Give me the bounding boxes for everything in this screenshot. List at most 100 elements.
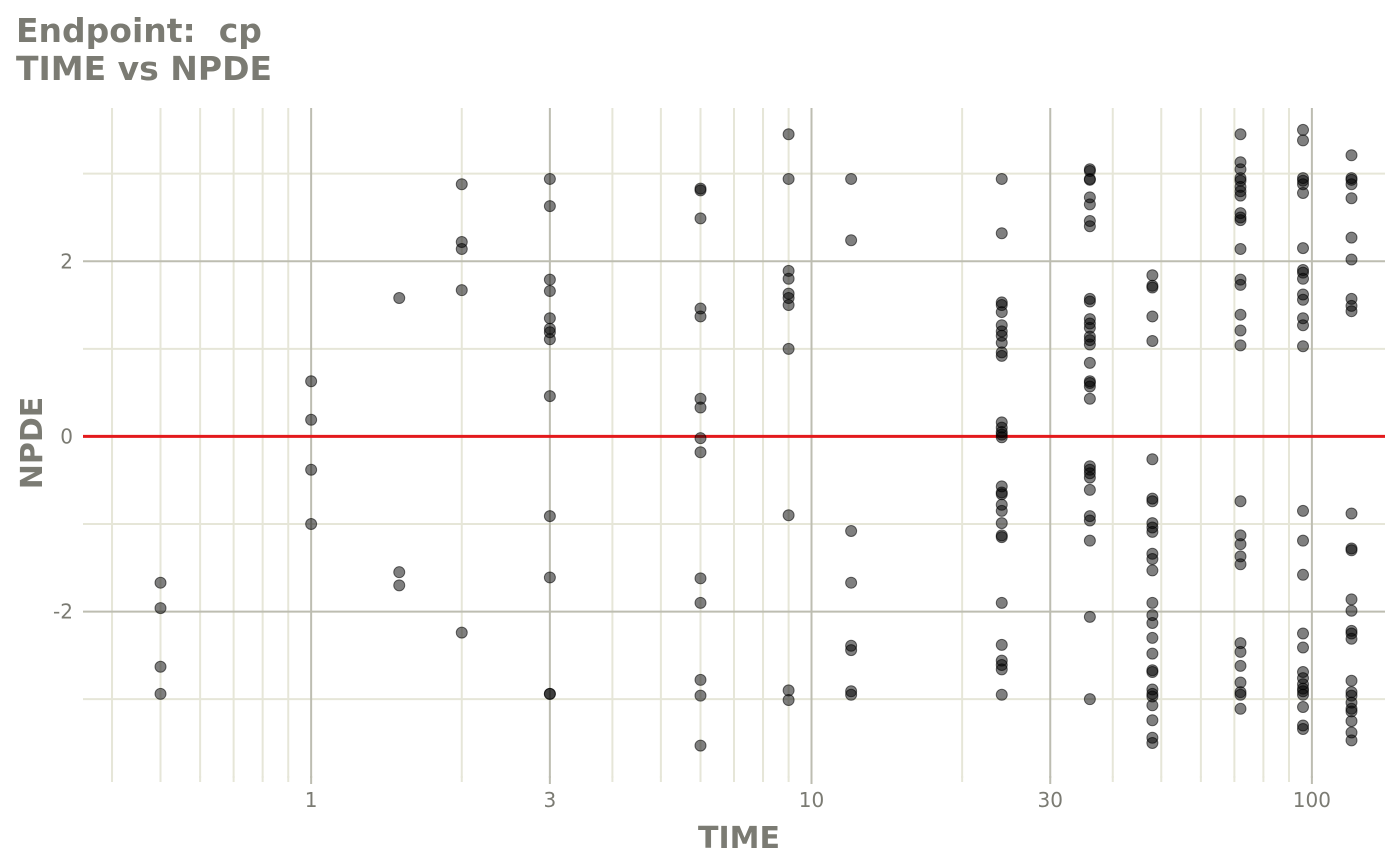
data-point [1146,310,1159,323]
data-point [1234,558,1247,571]
data-point [995,504,1008,517]
data-point [1083,338,1096,351]
data-point [1146,334,1159,347]
data-point [1297,340,1310,353]
data-point [1345,149,1358,162]
data-point [1297,272,1310,285]
data-point [1083,693,1096,706]
data-point [995,531,1008,544]
data-point [1297,688,1310,701]
data-point [455,284,468,297]
minor-gridlines [83,108,1385,778]
data-point [1345,192,1358,205]
data-point [1146,714,1159,727]
data-point [694,596,707,609]
data-point [1297,568,1310,581]
data-point [782,272,795,285]
data-point [1083,173,1096,186]
chart-title-endpoint: Endpoint: cp [16,11,262,50]
data-point [1297,701,1310,714]
data-point [845,525,858,538]
data-point [1297,641,1310,654]
data-point [782,299,795,312]
chart-title-block: Endpoint: cp TIME vs NPDE [16,12,272,88]
x-tick-label: 3 [544,788,557,812]
data-point [1083,610,1096,623]
y-axis-title: NPDE [15,397,50,490]
data-point [1345,253,1358,266]
data-point [154,602,167,615]
data-point [1234,214,1247,227]
x-tick-label: 10 [799,788,824,812]
data-point [393,579,406,592]
data-point [1083,295,1096,308]
data-point [1146,453,1159,466]
data-point [1146,564,1159,577]
data-point [1083,356,1096,369]
data-point [543,200,556,213]
data-point [1297,186,1310,199]
data-point [1146,525,1159,538]
data-point [1146,647,1159,660]
data-point [1146,553,1159,566]
data-point [543,273,556,286]
data-point [455,626,468,639]
data-point [782,509,795,522]
tick-labels: 1 3 10 30 100 -2 0 2 [53,249,1331,812]
data-point [845,688,858,701]
data-point [1345,715,1358,728]
data-point [1083,392,1096,405]
data-point [1345,178,1358,191]
data-point [1234,339,1247,352]
data-point [1234,308,1247,321]
data-point [543,333,556,346]
data-point [1083,534,1096,547]
data-point [1297,319,1310,332]
data-point [1234,538,1247,551]
data-point [1297,534,1310,547]
data-point [1146,495,1159,508]
data-point [1345,507,1358,520]
x-tick-label: 30 [1038,788,1063,812]
data-point [1345,632,1358,645]
data-point [1297,242,1310,255]
data-point [1146,666,1159,679]
data-point [1234,278,1247,291]
data-point [1297,504,1310,517]
data-point [995,596,1008,609]
data-point [845,234,858,247]
data-point [154,687,167,700]
data-point [305,413,318,426]
x-tick-label: 100 [1293,788,1331,812]
data-point [694,212,707,225]
data-point [455,243,468,256]
data-point [1083,471,1096,484]
data-point [995,663,1008,676]
data-point [995,638,1008,651]
data-point [694,689,707,702]
data-point [1146,631,1159,644]
chart-title-axes: TIME vs NPDE [16,49,273,88]
data-point [694,446,707,459]
data-point [995,306,1008,319]
data-point [1234,324,1247,337]
data-point [1083,514,1096,527]
data-point [1297,293,1310,306]
data-point [1234,702,1247,715]
data-point [1297,134,1310,147]
data-point [305,518,318,531]
data-point [1146,596,1159,609]
data-point [1234,645,1247,658]
data-point [1083,483,1096,496]
data-point [455,178,468,191]
data-point [1146,616,1159,629]
data-point [1146,736,1159,749]
data-point [543,687,556,700]
x-axis-title: TIME [698,821,780,856]
y-tick-label: -2 [53,600,73,624]
data-point [694,310,707,323]
data-point [694,572,707,585]
data-point [1234,128,1247,141]
data-point [995,227,1008,240]
